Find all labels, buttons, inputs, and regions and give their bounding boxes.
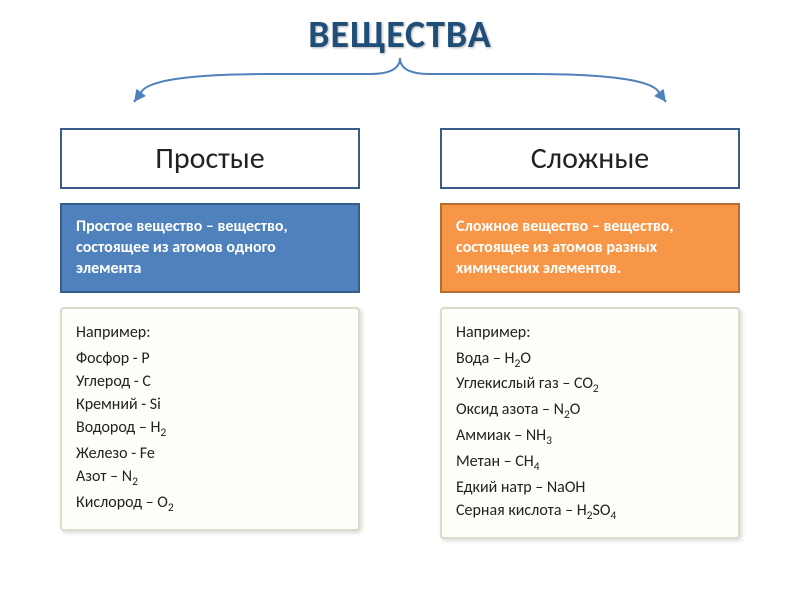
simple-definition: Простое вещество – вещество, состоящее и…	[60, 203, 360, 293]
simple-examples-header: Например:	[76, 321, 344, 344]
example-row: Углерод - C	[76, 370, 344, 393]
main-title: ВЕЩЕСТВА	[0, 0, 800, 58]
example-row: Кислород – O2	[76, 491, 344, 517]
example-row: Вода – H2O	[456, 347, 724, 373]
example-row: Водород – H2	[76, 416, 344, 442]
complex-examples: Например: Вода – H2OУглекислый газ – CO2…	[440, 307, 740, 539]
example-row: Железо - Fe	[76, 442, 344, 465]
complex-definition: Сложное вещество – вещество, состоящее и…	[440, 203, 740, 293]
complex-examples-list: Вода – H2OУглекислый газ – CO2Оксид азот…	[456, 347, 724, 525]
complex-column: Сложные Сложное вещество – вещество, сос…	[440, 128, 740, 539]
simple-examples: Например: Фосфор - PУглерод - CКремний -…	[60, 307, 360, 531]
simple-label-box: Простые	[60, 128, 360, 189]
columns-wrapper: Простые Простое вещество – вещество, сос…	[0, 128, 800, 539]
example-row: Оксид азота – N2O	[456, 398, 724, 424]
simple-examples-list: Фосфор - PУглерод - CКремний - SiВодород…	[76, 347, 344, 517]
simple-column: Простые Простое вещество – вещество, сос…	[60, 128, 360, 539]
example-row: Фосфор - P	[76, 347, 344, 370]
example-row: Углекислый газ – CO2	[456, 372, 724, 398]
brace-connector	[80, 56, 720, 104]
complex-label-box: Сложные	[440, 128, 740, 189]
example-row: Кремний - Si	[76, 393, 344, 416]
example-row: Азот – N2	[76, 465, 344, 491]
example-row: Метан – CH4	[456, 450, 724, 476]
example-row: Едкий натр – NaOH	[456, 476, 724, 499]
example-row: Аммиак – NH3	[456, 424, 724, 450]
complex-examples-header: Например:	[456, 321, 724, 344]
example-row: Серная кислота – H2SO4	[456, 499, 724, 525]
